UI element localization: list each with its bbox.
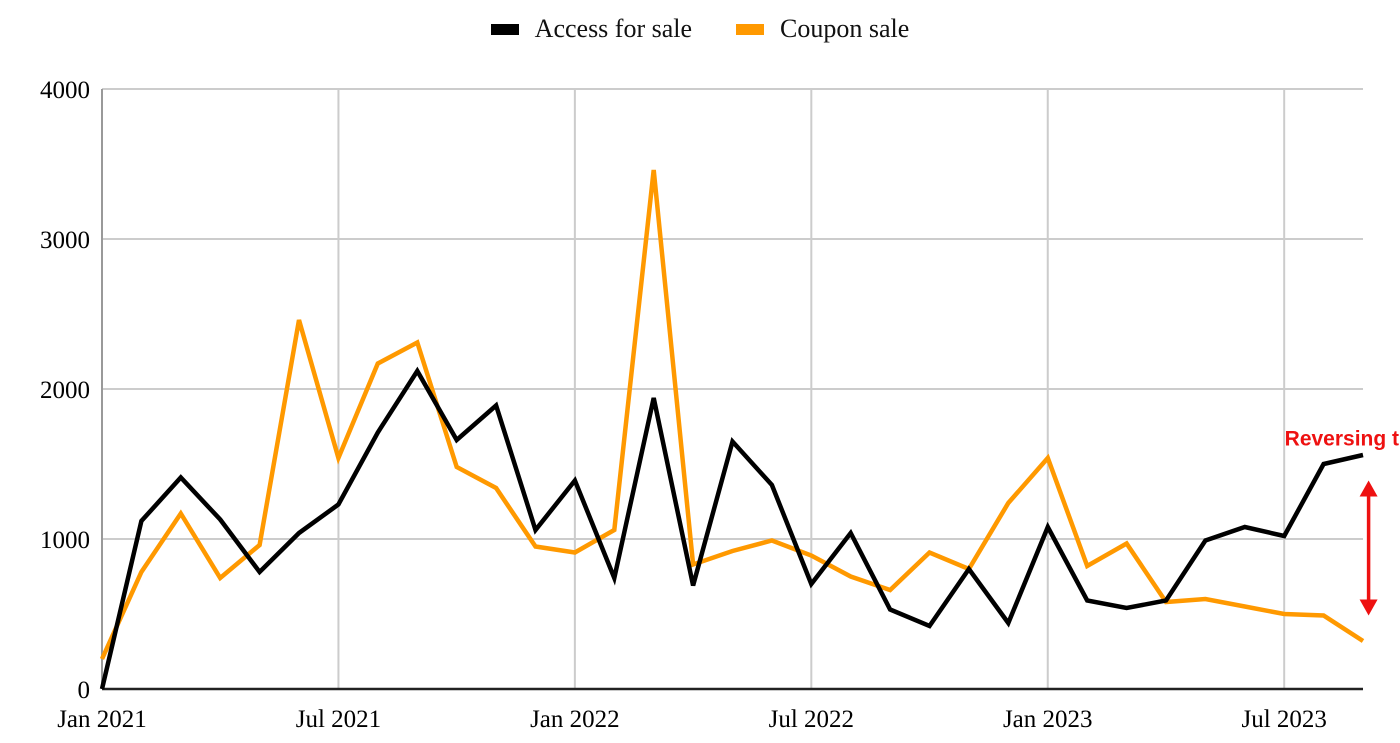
annotation-arrow-head-down [1359,599,1378,616]
series-line-access-for-sale [99,366,1364,690]
x-tick-label: Jan 2022 [530,706,620,733]
axes: 0 1000 2000 3000 4000 Jan 2021 Jul 2021 Jan 202… [40,77,1363,733]
annotation: Reversing trend!! [1285,428,1400,616]
x-tick-label: Jan 2023 [1003,706,1093,733]
legend-label-access-for-sale: Access for sale [534,14,693,43]
series-line-coupon-sale [99,169,1365,660]
series-lines [99,169,1365,690]
legend-item-access-for-sale: Access for sale [490,14,693,44]
annotation-text: Reversing trend!! [1285,428,1400,451]
legend: Access for sale Coupon sale [0,14,1400,44]
y-tick-label: 1000 [40,527,90,554]
y-tick-label: 4000 [40,77,90,104]
y-tick-label: 3000 [40,227,90,254]
legend-swatch-access-for-sale [490,23,519,35]
y-tick-label: 2000 [40,377,90,404]
x-tick-label: Jul 2021 [296,706,381,733]
x-tick-label: Jul 2022 [769,706,854,733]
legend-label-coupon-sale: Coupon sale [780,14,910,43]
annotation-arrow-head-up [1359,480,1378,497]
grid [102,88,1363,689]
y-tick-label: 0 [78,677,91,704]
x-tick-label: Jul 2023 [1241,706,1326,733]
legend-item-coupon-sale: Coupon sale [736,14,909,44]
legend-swatch-coupon-sale [736,23,765,35]
x-tick-label: Jan 2021 [57,706,147,733]
